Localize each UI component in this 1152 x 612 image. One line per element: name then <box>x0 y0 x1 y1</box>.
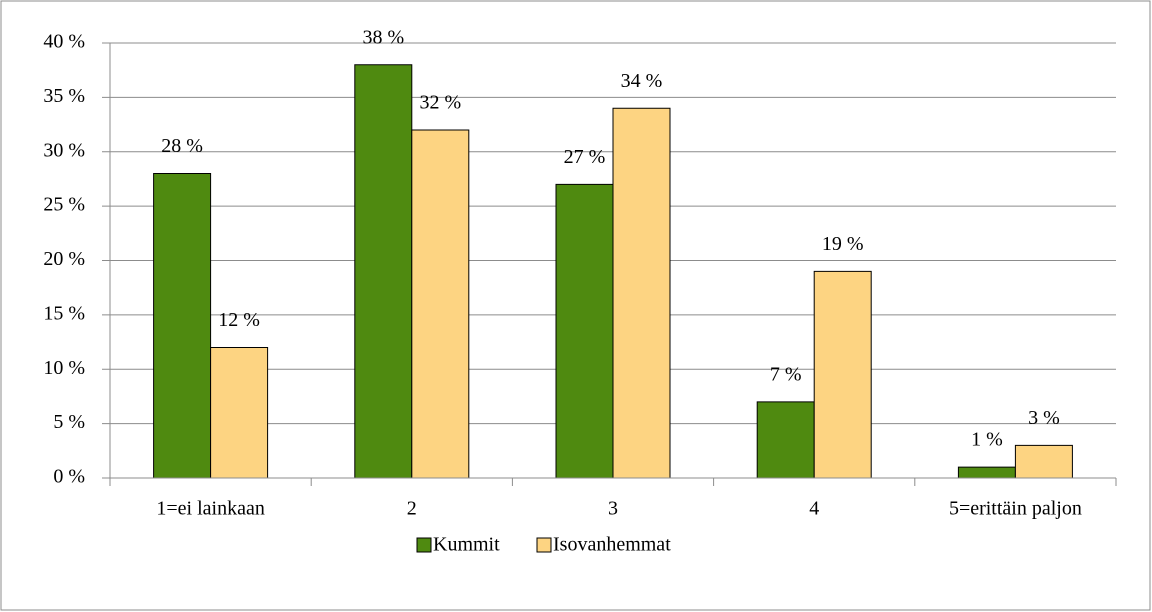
legend-swatch <box>416 537 432 553</box>
legend-label: Kummit <box>433 534 500 556</box>
y-tick-label: 20 % <box>43 248 85 270</box>
y-tick-label: 30 % <box>43 139 85 161</box>
bar <box>555 183 614 479</box>
bar <box>411 129 470 479</box>
x-tick-label: 1=ei lainkaan <box>156 498 264 520</box>
y-tick-label: 40 % <box>43 31 85 53</box>
data-label: 19 % <box>822 233 864 255</box>
x-tick-label: 2 <box>407 498 417 520</box>
bar <box>612 107 671 479</box>
bar <box>813 270 872 479</box>
data-label: 3 % <box>1028 407 1060 429</box>
y-tick-label: 35 % <box>43 85 85 107</box>
x-tick-label: 5=erittäin paljon <box>949 498 1082 520</box>
y-tick-label: 15 % <box>43 302 85 324</box>
legend-swatch <box>536 537 552 553</box>
y-tick-label: 5 % <box>53 411 85 433</box>
x-tick-label: 3 <box>608 498 618 520</box>
data-label: 38 % <box>362 26 404 48</box>
data-label: 34 % <box>621 70 663 92</box>
data-label: 28 % <box>161 135 203 157</box>
bar <box>354 64 413 479</box>
x-tick-label: 4 <box>809 498 819 520</box>
y-tick-label: 0 % <box>53 466 85 488</box>
bar <box>957 466 1016 479</box>
y-tick-label: 25 % <box>43 194 85 216</box>
bar <box>210 347 269 479</box>
data-label: 27 % <box>564 146 606 168</box>
y-tick-label: 10 % <box>43 357 85 379</box>
data-label: 12 % <box>218 309 260 331</box>
legend-label: Isovanhemmat <box>553 534 671 556</box>
data-label: 7 % <box>770 363 802 385</box>
bar <box>1014 444 1073 479</box>
bar <box>153 173 212 479</box>
data-label: 32 % <box>419 92 461 114</box>
bar <box>756 401 815 479</box>
data-label: 1 % <box>971 429 1003 451</box>
